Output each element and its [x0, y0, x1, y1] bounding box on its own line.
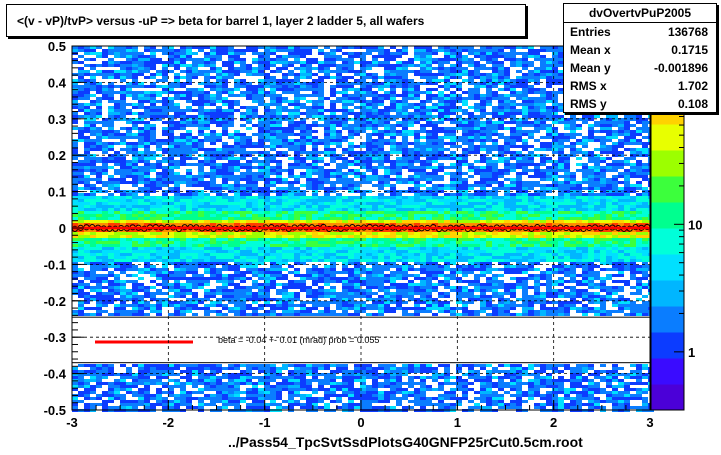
- stats-label: RMS x: [570, 79, 607, 93]
- palette-cell: [651, 150, 684, 177]
- y-tick-label: -0.1: [44, 257, 66, 272]
- stats-value: 0.108: [677, 97, 708, 111]
- stats-label: RMS y: [570, 97, 607, 111]
- y-tick-label: 0.1: [48, 185, 66, 200]
- stats-row-mean-x: Mean x 0.1715: [564, 41, 716, 59]
- stats-label: Entries: [570, 25, 611, 39]
- palette-cell: [651, 384, 684, 411]
- y-tick-label: 0.3: [48, 112, 66, 127]
- x-tick-label: -3: [66, 415, 78, 430]
- x-tick-label: 3: [646, 415, 653, 430]
- fit-result-label: beta = -0.04 +- 0.01 (mrad) prob = 0.055: [218, 335, 380, 345]
- palette-tick-label: 10: [688, 217, 702, 232]
- stats-label: Mean x: [570, 43, 611, 57]
- palette-cell: [651, 124, 684, 151]
- stats-value: -0.001896: [653, 61, 708, 75]
- chart-title-text: <(v - vP)/tvP> versus -uP => beta for ba…: [17, 13, 425, 28]
- x-tick-label: -1: [259, 415, 271, 430]
- palette-cell: [651, 228, 684, 255]
- chart-title: <(v - vP)/tvP> versus -uP => beta for ba…: [6, 4, 526, 37]
- palette-cell: [651, 254, 684, 281]
- x-tick-label: 1: [454, 415, 461, 430]
- x-tick-label: 2: [550, 415, 557, 430]
- stats-row-rms-x: RMS x 1.702: [564, 77, 716, 95]
- palette-cell: [651, 332, 684, 359]
- stats-row-rms-y: RMS y 0.108: [564, 95, 716, 113]
- y-tick-label: 0: [59, 221, 66, 236]
- y-tick-label: -0.3: [44, 330, 66, 345]
- palette-tick-label: 1: [688, 345, 695, 360]
- file-name-label: ../Pass54_TpcSvtSsdPlotsG40GNFP25rCut0.5…: [228, 434, 583, 450]
- x-tick-label: 0: [357, 415, 364, 430]
- y-tick-label: 0.2: [48, 148, 66, 163]
- palette-cell: [651, 280, 684, 307]
- stats-value: 0.1715: [671, 43, 708, 57]
- palette-cell: [651, 176, 684, 203]
- stats-row-entries: Entries 136768: [564, 23, 716, 41]
- palette-cell: [651, 358, 684, 385]
- stats-value: 136768: [667, 25, 708, 39]
- y-tick-label: -0.2: [44, 294, 66, 309]
- y-tick-label: 0.5: [48, 39, 66, 54]
- palette-cell: [651, 306, 684, 333]
- stats-value: 1.702: [677, 79, 708, 93]
- stats-row-mean-y: Mean y -0.001896: [564, 59, 716, 77]
- y-tick-label: -0.4: [44, 367, 67, 382]
- y-tick-label: -0.5: [44, 403, 66, 418]
- y-tick-label: 0.4: [48, 75, 67, 90]
- x-tick-label: -2: [163, 415, 175, 430]
- stats-box: dvOvertvPuP2005 Entries 136768 Mean x 0.…: [563, 3, 717, 113]
- stats-name: dvOvertvPuP2005: [564, 4, 716, 23]
- stats-label: Mean y: [570, 61, 611, 75]
